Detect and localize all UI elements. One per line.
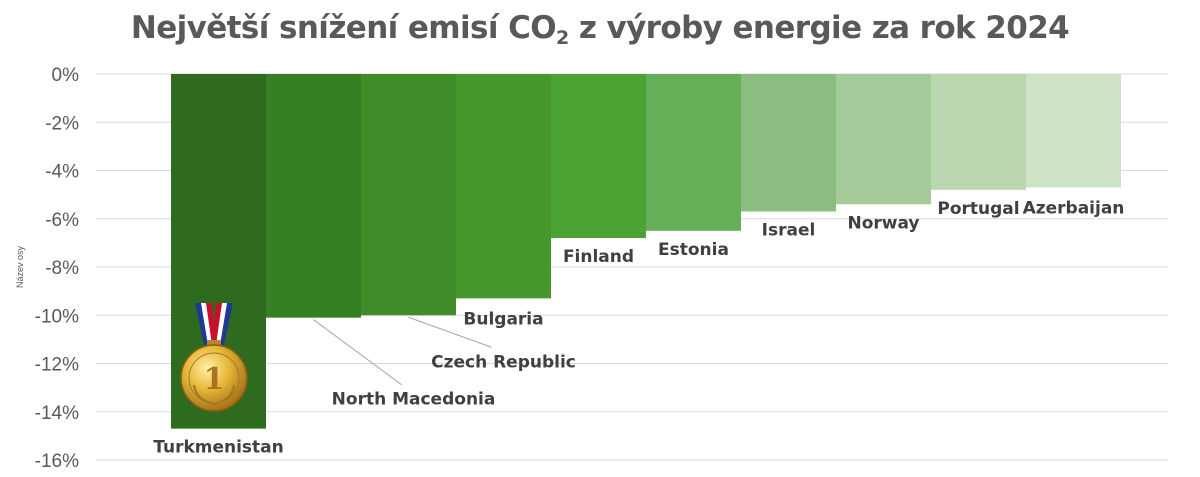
category-label: Bulgaria	[463, 309, 543, 329]
category-label: Czech Republic	[431, 352, 576, 372]
y-tick-label: -4%	[45, 162, 79, 183]
category-label: North Macedonia	[332, 390, 496, 410]
chart-title: Největší snížení emisí CO2 z výroby ener…	[130, 10, 1070, 49]
y-tick-label: -8%	[45, 258, 79, 279]
leader-line	[313, 319, 402, 386]
gold-medal-icon: 1	[180, 303, 248, 412]
bar-finland	[551, 74, 646, 239]
y-tick-label: -2%	[45, 113, 79, 134]
category-label: Finland	[563, 247, 634, 267]
bar-czech-republic	[361, 74, 456, 316]
y-tick-label: -6%	[45, 210, 79, 231]
category-label: Turkmenistan	[153, 438, 284, 458]
category-label: Estonia	[658, 240, 729, 260]
bar-norway	[836, 74, 931, 205]
category-label: Azerbaijan	[1023, 198, 1125, 218]
bar-azerbaijan	[1026, 74, 1121, 188]
bar-bulgaria	[456, 74, 551, 299]
y-tick-label: 0%	[52, 65, 80, 86]
y-tick-label: -12%	[35, 355, 79, 376]
bar-north-macedonia	[266, 74, 361, 318]
category-label: Israel	[762, 221, 816, 241]
bar-estonia	[646, 74, 741, 231]
svg-text:1: 1	[204, 362, 225, 397]
bar-portugal	[931, 74, 1026, 190]
y-tick-label: -14%	[35, 403, 79, 424]
bar-israel	[741, 74, 836, 212]
y-tick-label: -10%	[35, 306, 79, 327]
y-tick-label: -16%	[35, 451, 79, 472]
category-label: Portugal	[937, 199, 1019, 219]
category-label: Norway	[847, 213, 919, 233]
leader-line	[408, 316, 492, 348]
